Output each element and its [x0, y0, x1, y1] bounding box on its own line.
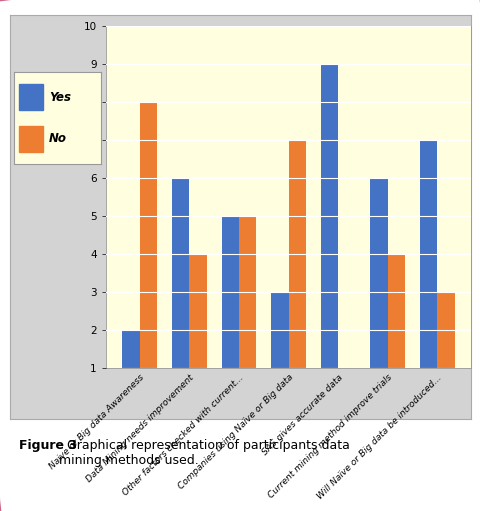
Bar: [239, 216, 256, 406]
Bar: [221, 216, 239, 406]
Bar: [122, 330, 140, 406]
Bar: [189, 254, 206, 406]
Bar: [436, 292, 454, 406]
Bar: [19, 84, 43, 110]
Text: Graphical representation of participants data
mining methods used.: Graphical representation of participants…: [59, 439, 349, 468]
Text: No: No: [49, 132, 67, 145]
Bar: [387, 254, 404, 406]
Text: Figure 3: Figure 3: [19, 439, 77, 452]
Bar: [419, 140, 436, 406]
Bar: [271, 292, 288, 406]
Bar: [19, 126, 43, 152]
Bar: [337, 368, 355, 406]
Bar: [288, 140, 305, 406]
Bar: [172, 178, 189, 406]
Bar: [370, 178, 387, 406]
Text: Yes: Yes: [49, 91, 71, 104]
Bar: [140, 102, 157, 406]
Bar: [320, 63, 337, 406]
